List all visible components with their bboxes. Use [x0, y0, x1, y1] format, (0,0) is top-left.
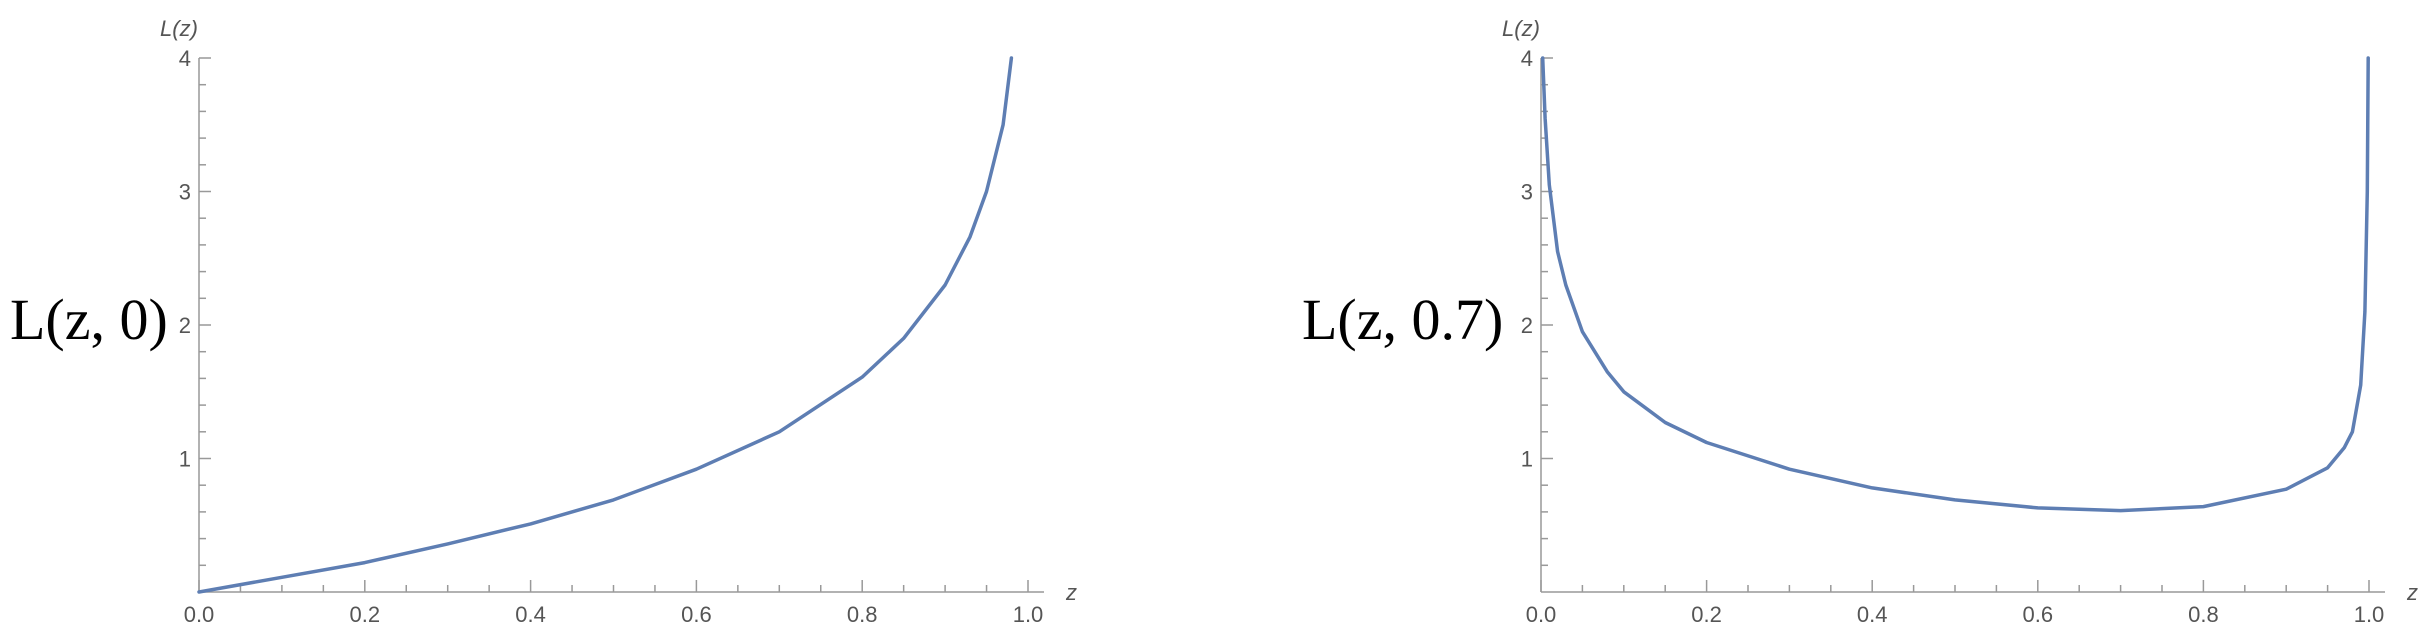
y-tick-label: 4	[179, 46, 191, 71]
x-tick-label: 0.2	[350, 602, 381, 627]
x-tick-label: 0.2	[1691, 602, 1722, 627]
y-tick-label: 2	[1521, 313, 1533, 338]
y-tick-label: 2	[179, 313, 191, 338]
x-tick-label: 0.8	[847, 602, 878, 627]
x-axis-label: z	[1065, 580, 1077, 605]
y-tick-label: 1	[179, 447, 191, 472]
side-label-right: L(z, 0.7)	[1302, 287, 1504, 352]
side-label-left: L(z, 0)	[10, 287, 168, 352]
chart-panel-left: L(z, 0) 0.0 0.2 0.4 0.6 0.8 1.0 1 2 3 4 z L(z)	[0, 0, 1100, 636]
series-line	[197, 56, 1014, 594]
y-tick-label: 1	[1521, 447, 1533, 472]
x-tick-label: 0.6	[681, 602, 712, 627]
x-tick-label: 1.0	[2354, 602, 2385, 627]
x-tick-label: 0.0	[184, 602, 215, 627]
chart-left: 0.0 0.2 0.4 0.6 0.8 1.0 1 2 3 4 z L(z)	[160, 16, 1077, 627]
x-tick-label: 0.6	[2023, 602, 2054, 627]
series-line	[1540, 56, 2370, 513]
chart-panel-right: L(z, 0.7) 0.0 0.2 0.4 0.6 0.8 1.0 1 2 3 4 z L(z)	[1300, 0, 2428, 636]
y-tick-label: 4	[1521, 46, 1533, 71]
y-axis-label: L(z)	[160, 16, 198, 41]
y-axis-label: L(z)	[1502, 16, 1540, 41]
x-axis-label: z	[2406, 580, 2418, 605]
y-tick-label: 3	[1521, 180, 1533, 205]
chart-right: 0.0 0.2 0.4 0.6 0.8 1.0 1 2 3 4 z L(z)	[1502, 16, 2418, 627]
x-tick-label: 0.4	[1857, 602, 1888, 627]
y-tick-label: 3	[179, 180, 191, 205]
x-tick-label: 0.0	[1526, 602, 1557, 627]
x-tick-label: 0.4	[515, 602, 546, 627]
x-tick-label: 0.8	[2188, 602, 2219, 627]
x-tick-label: 1.0	[1013, 602, 1044, 627]
